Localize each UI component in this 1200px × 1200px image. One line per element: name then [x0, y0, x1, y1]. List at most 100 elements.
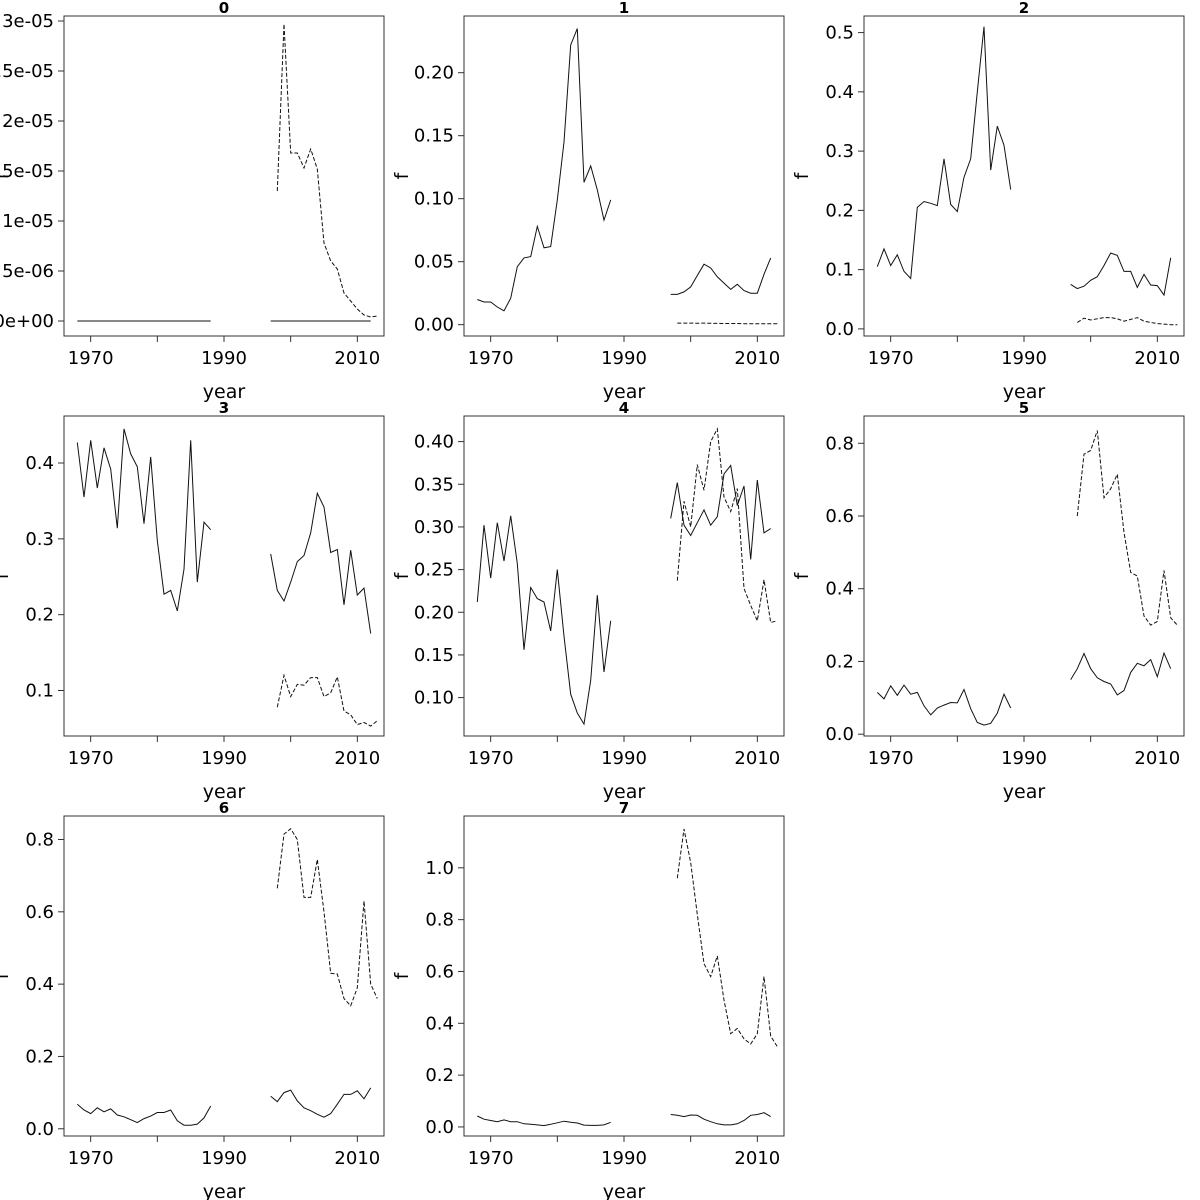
y-tick-label: 0.2 [825, 651, 854, 672]
y-tick-label: 0.15 [414, 126, 454, 147]
x-axis-label: year [203, 1181, 246, 1200]
x-tick-label: 1990 [201, 348, 247, 369]
panel-title: 6 [219, 799, 229, 817]
x-axis-label: year [603, 1181, 646, 1200]
x-tick-label: 2010 [734, 1148, 780, 1169]
plot-frame [463, 15, 785, 337]
y-tick-label: 0.2 [25, 1046, 54, 1067]
y-tick-label: 0.25 [414, 560, 454, 581]
y-tick-label: 0.3 [825, 141, 854, 162]
x-axis-label: year [1003, 381, 1046, 403]
y-axis-label: f [391, 971, 413, 979]
dashed-series-line [276, 23, 378, 318]
y-axis-label: f [391, 571, 413, 579]
y-tick-label: 0.6 [25, 902, 54, 923]
y-tick-label: 0.2 [825, 200, 854, 221]
y-axis-label: f [0, 971, 13, 979]
x-axis-label: year [203, 781, 246, 803]
x-tick-label: 2010 [734, 748, 780, 769]
y-axis-label: f [391, 171, 413, 179]
y-tick-label: 0.6 [425, 961, 454, 982]
plot-frame [63, 815, 385, 1137]
panel-title: 0 [219, 0, 229, 17]
x-tick-label: 1990 [201, 748, 247, 769]
y-tick-label: 0.2 [425, 1065, 454, 1086]
y-tick-label: 0.4 [825, 579, 854, 600]
y-axis-label: f [791, 171, 813, 179]
plot-frame [463, 415, 785, 737]
dashed-series-line [1076, 430, 1178, 626]
y-tick-label: 0.0 [825, 724, 854, 745]
y-tick-label: 0.40 [414, 432, 454, 453]
y-tick-label: 0.35 [414, 474, 454, 495]
x-axis-label: year [603, 381, 646, 403]
panel-5: 5 1970 1990 2010 0.0 0.2 0.4 0.6 0.8 year f [791, 399, 1185, 803]
x-tick-label: 1970 [868, 348, 914, 369]
x-tick-label: 1990 [601, 748, 647, 769]
y-tick-label: 0.8 [25, 830, 54, 851]
dashed-series-line [676, 828, 778, 1047]
dashed-series-line [676, 427, 778, 624]
plot-frame [463, 815, 785, 1137]
solid-series-line [670, 464, 771, 560]
x-tick-label: 1990 [601, 348, 647, 369]
x-tick-label: 2010 [1134, 748, 1180, 769]
solid-series-line [270, 491, 372, 634]
x-tick-label: 1990 [1001, 748, 1047, 769]
y-tick-label: 0.05 [414, 252, 454, 273]
y-tick-label: 0.20 [414, 602, 454, 623]
x-tick-label: 1990 [201, 1148, 247, 1169]
panel-7: 7 1970 1990 2010 0.0 0.2 0.4 0.6 0.8 1.0 year f [391, 799, 785, 1200]
solid-series-line [76, 428, 212, 612]
x-tick-label: 1990 [1001, 348, 1047, 369]
dashed-series-line [276, 827, 378, 1007]
panel-title: 7 [619, 799, 629, 817]
solid-series-line [876, 684, 1012, 726]
y-tick-label: 0.3 [25, 529, 54, 550]
x-tick-label: 1970 [468, 748, 514, 769]
x-tick-label: 1970 [68, 348, 114, 369]
x-axis-label: year [1003, 781, 1046, 803]
x-tick-label: 2010 [334, 748, 380, 769]
dashed-series-line [1077, 317, 1178, 326]
y-axis-label: f [0, 571, 13, 579]
plot-frame [863, 15, 1185, 337]
panel-4: 4 1970 1990 2010 0.10 0.15 0.20 0.25 0.30 0.35 0.4… [391, 399, 785, 803]
solid-series-line [876, 26, 1012, 280]
solid-series-line [1070, 651, 1172, 696]
y-tick-label: 1e-05 [2, 211, 54, 232]
panel-title: 1 [619, 0, 629, 17]
solid-series-line [270, 1087, 372, 1118]
y-tick-label: 0.4 [25, 974, 54, 995]
y-tick-label: 0.1 [825, 260, 854, 281]
y-tick-label: 0.4 [25, 453, 54, 474]
plot-frame [863, 415, 1185, 737]
y-tick-label: 0.0 [25, 1119, 54, 1140]
y-tick-label: 0.10 [414, 189, 454, 210]
y-tick-label: 0.4 [425, 1013, 454, 1034]
y-tick-label: 0.2 [25, 605, 54, 626]
y-tick-label: 0.4 [825, 82, 854, 103]
y-tick-label: 0.0 [425, 1117, 454, 1138]
x-axis-label: year [603, 781, 646, 803]
panel-0: 0 1970 1990 2010 0e+00 5e-06 1e-05 1.5e-05 2e-05… [0, 0, 385, 403]
y-tick-label: 1.5e-05 [0, 161, 54, 182]
dashed-series-line [276, 673, 378, 727]
panel-1: 1 1970 1990 2010 0.00 0.05 0.10 0.15 0.20 year f [391, 0, 785, 403]
solid-series-line [477, 1115, 611, 1127]
solid-series-line [476, 515, 612, 726]
y-tick-label: 0.6 [825, 506, 854, 527]
panel-title: 5 [1019, 399, 1029, 417]
x-tick-label: 2010 [334, 1148, 380, 1169]
solid-series-line [1070, 252, 1172, 297]
y-tick-label: 3e-05 [2, 11, 54, 32]
y-axis-label: f [791, 571, 813, 579]
plot-frame [63, 15, 385, 337]
x-tick-label: 1970 [868, 748, 914, 769]
panel-2: 2 1970 1990 2010 0.0 0.1 0.2 0.3 0.4 0.5 year f [791, 0, 1185, 403]
y-tick-label: 0.0 [825, 319, 854, 340]
y-tick-label: 5e-06 [2, 261, 54, 282]
y-tick-label: 0e+00 [0, 311, 54, 332]
panel-title: 2 [1019, 0, 1029, 17]
